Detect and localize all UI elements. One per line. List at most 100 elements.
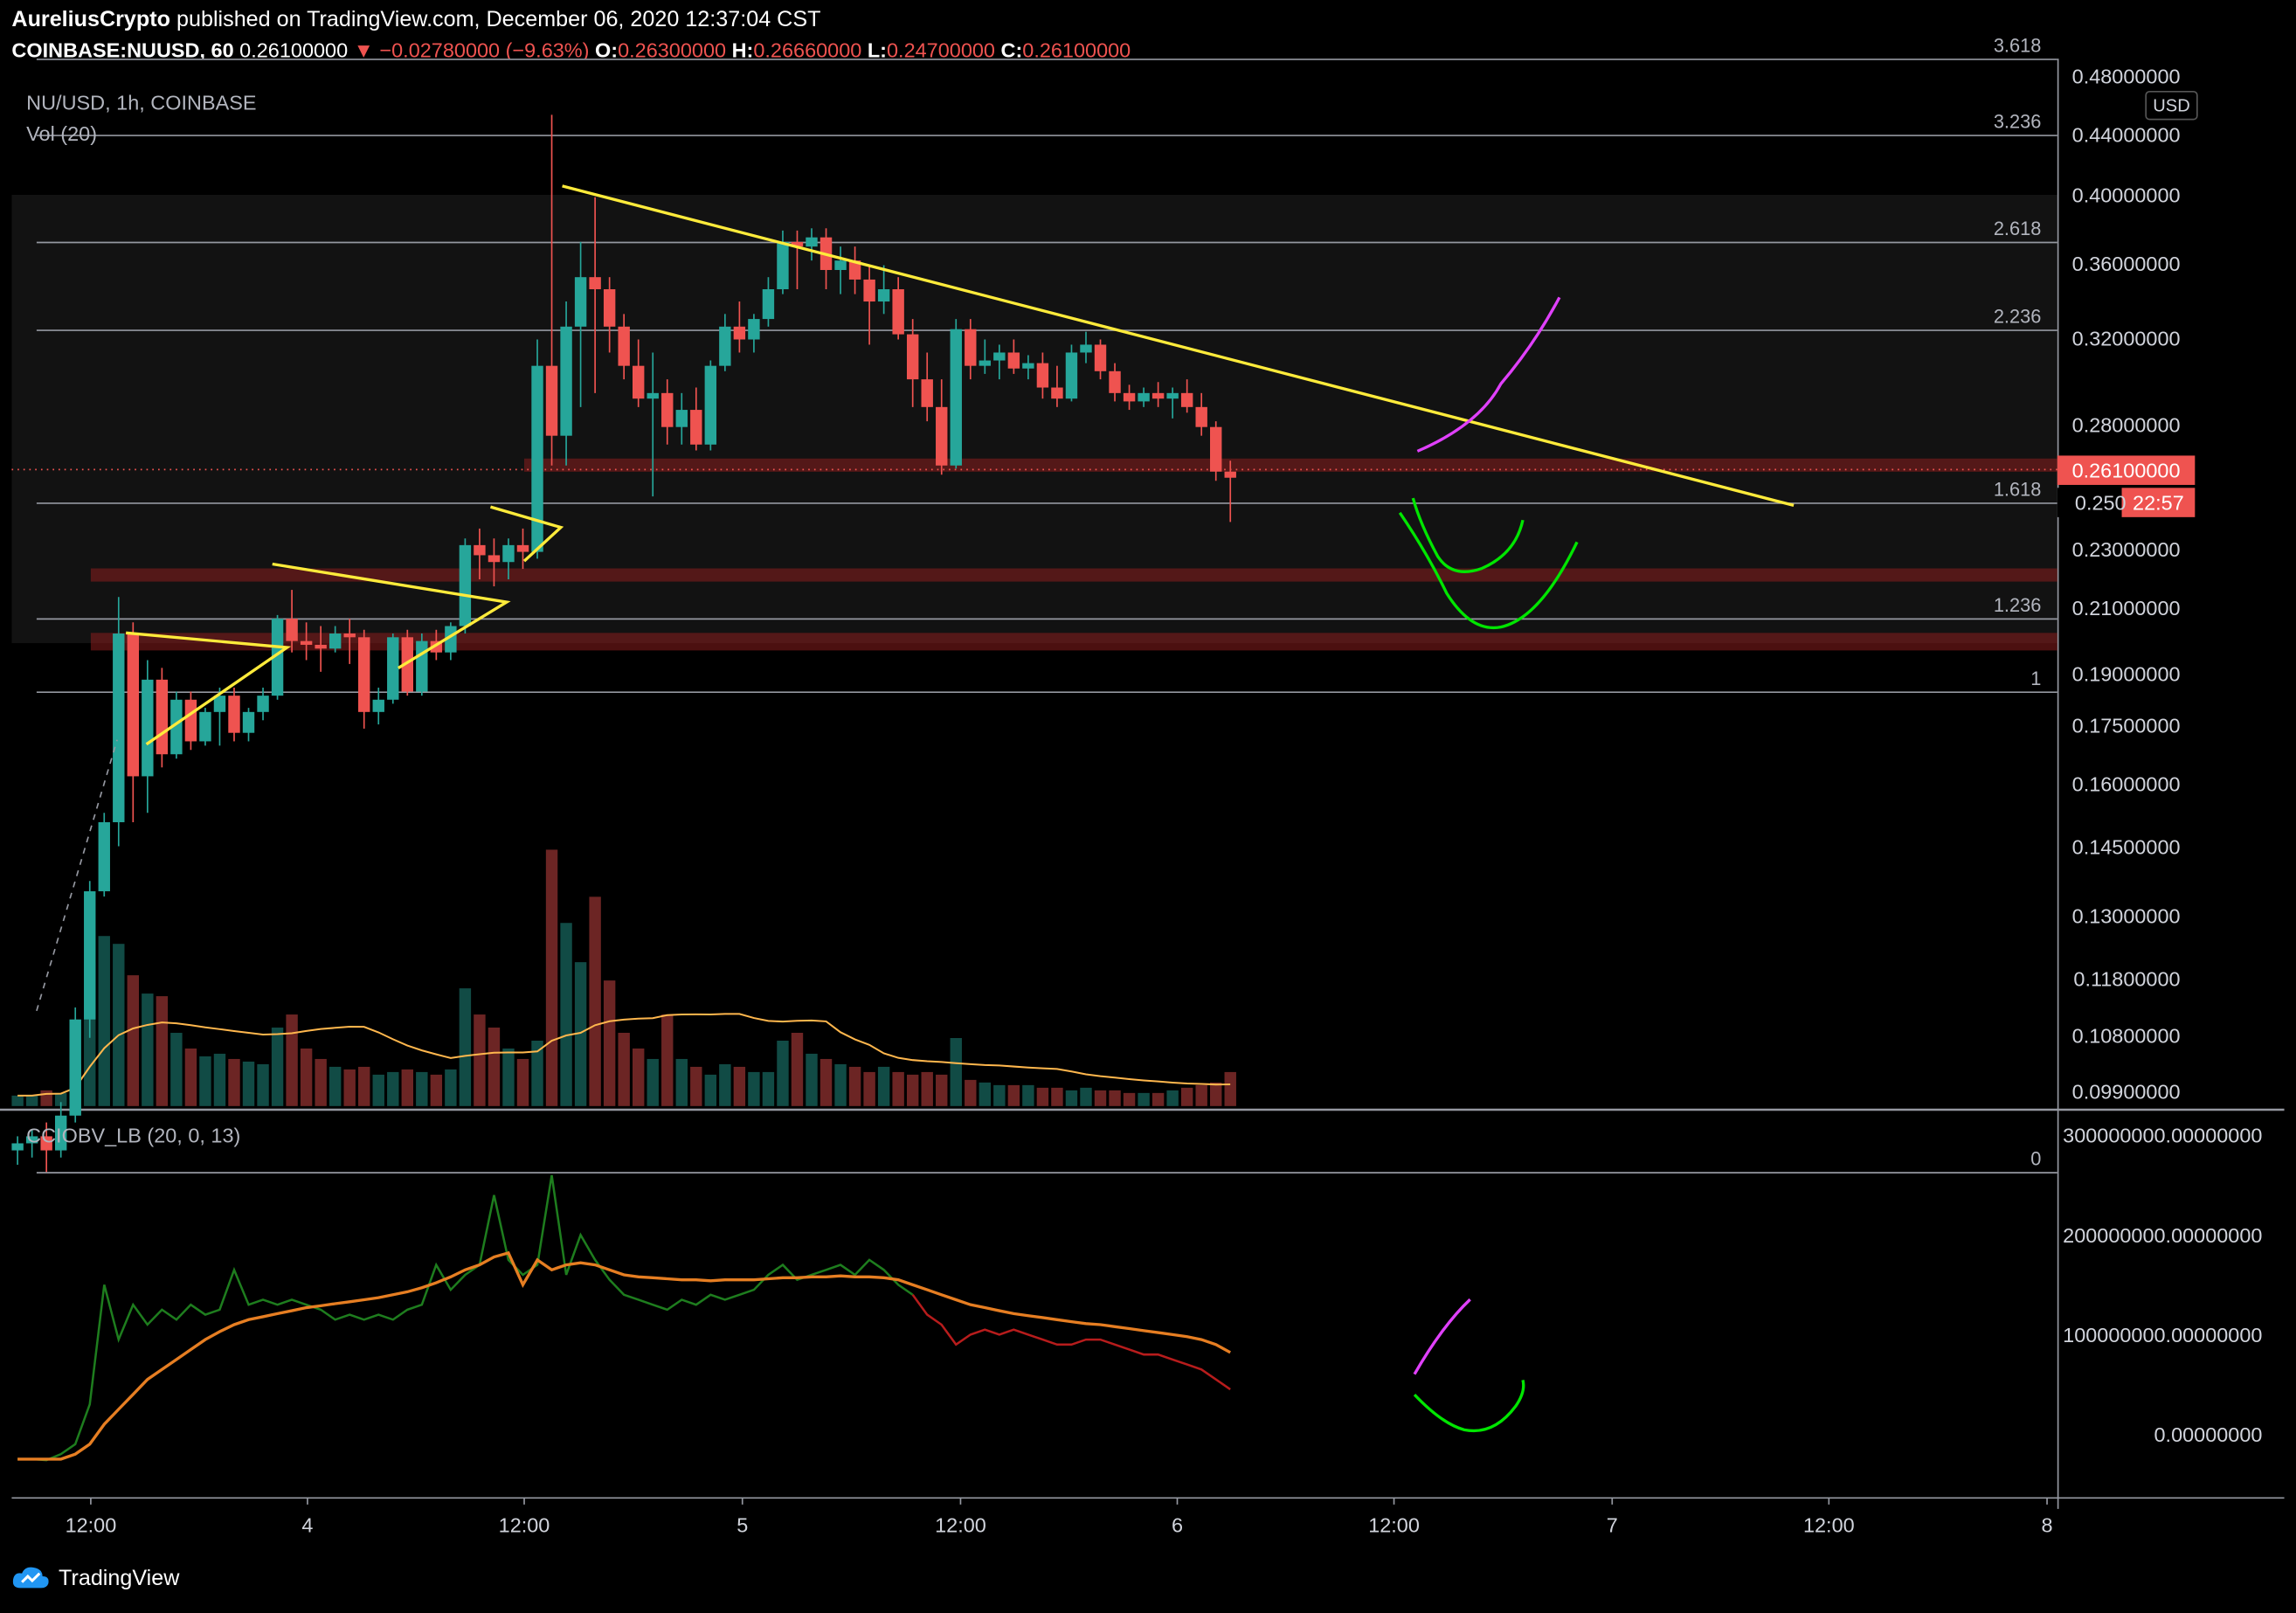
candle-body [213,696,226,712]
volume-bar [560,923,572,1106]
candle-body [286,619,298,641]
triangle-pattern-1 [125,631,292,746]
volume-bar [950,1037,962,1106]
volume-bar [979,1082,992,1106]
volume-bar [343,1069,356,1106]
candle-body [791,241,804,247]
volume-bar [762,1071,775,1106]
candle-body [98,821,110,892]
candle-body [170,699,183,755]
volume-bar [704,1074,717,1106]
fib-level-label: 1 [2030,668,2041,689]
candle-body [502,544,515,563]
volume-bar [40,1090,52,1106]
bullish-projection-sketch [1416,296,1561,453]
volume-bar [315,1058,327,1106]
volume-bar [286,1014,298,1106]
bounce-sketch-1 [1411,497,1525,573]
candle-body [950,329,962,466]
time-tick-label: 6 [1172,1514,1183,1537]
cci-signal-line [17,1250,1231,1461]
candle-body [1007,352,1020,369]
volume-bar [445,1069,457,1106]
volume-bar [892,1071,904,1106]
volume-bar [748,1071,760,1106]
last-price: 0.26100000 [239,38,349,62]
volume-bar [156,996,169,1106]
indicator-tick-label: 0.00000000 [2154,1423,2263,1446]
candle-body [54,1115,67,1151]
volume-bar [502,1048,515,1106]
volume-bar [1094,1090,1107,1106]
fib-level-label: 2.236 [1994,306,2042,328]
volume-bar [1210,1082,1222,1106]
tradingview-logo[interactable]: TradingView [11,1565,179,1591]
time-tick-label: 12:00 [935,1514,986,1537]
volume-bar [777,1040,789,1106]
volume-bar [1224,1071,1236,1106]
price-tick-label: 0.48000000 [2072,66,2181,88]
volume-bar [358,1066,370,1106]
volume-bar [1109,1090,1121,1106]
price-tick-label: 0.44000000 [2072,124,2181,147]
price-tick-label: 0.21000000 [2072,597,2181,620]
candle-body [762,289,775,320]
fib-level-label: 3.236 [1994,111,2042,133]
candle-body [242,711,255,733]
volume-bar [1080,1087,1092,1106]
open-value: 0.26300000 [618,38,727,62]
volume-bar [1022,1084,1034,1106]
candle-body [1065,352,1078,399]
fib-level-label: 1.236 [1994,594,2042,616]
candle-body [560,326,572,436]
price-tick-label: 0.36000000 [2072,253,2181,275]
volume-bar [1166,1090,1179,1106]
candle-body [690,410,702,445]
candle-body [113,633,125,822]
candle-body [848,260,861,280]
candle-body [603,289,616,327]
indicator-bullish-sketch [1413,1298,1471,1375]
volume-bar [574,962,587,1106]
candle-body [979,360,992,366]
time-tick-label: 12:00 [1368,1514,1420,1537]
volume-bar [300,1048,313,1106]
triangle-pattern-2 [272,562,511,669]
volume-bar [993,1084,1006,1106]
indicator-legend[interactable]: CCIOBV_LB (20, 0, 13) [26,1123,241,1147]
time-tick-label: 8 [2042,1514,2053,1537]
publish-info: AureliusCrypto published on TradingView.… [11,7,820,32]
volume-bar [690,1066,702,1106]
indicator-tick-label: 300000000.00000000 [2063,1125,2262,1147]
candle-body [906,334,919,380]
volume-bar [459,988,472,1106]
price-tick-label: 0.16000000 [2072,772,2181,795]
candle-body [806,237,818,247]
volume-bar [661,1014,674,1106]
close-value: 0.26100000 [1022,38,1131,62]
candle-body [892,289,904,335]
candle-body [271,619,284,696]
symbol[interactable]: COINBASE:NUUSD, 60 [11,38,234,62]
volume-bar [199,1056,211,1106]
volume-bar [474,1014,486,1106]
volume-bar [791,1033,804,1106]
candle-body [618,326,630,366]
volume-bar [488,1028,501,1106]
volume-bar [618,1033,630,1106]
volume-legend[interactable]: Vol (20) [26,121,98,145]
volume-bar [863,1071,875,1106]
candle-body [156,679,169,755]
dashed-guide [36,739,118,1012]
author[interactable]: AureliusCrypto [11,7,171,32]
main-legend[interactable]: NU/USD, 1h, COINBASE [26,90,257,114]
currency-button[interactable]: USD [2145,90,2198,121]
candle-body [877,289,890,302]
volume-bar [936,1074,948,1106]
candle-body [1210,426,1222,472]
candle-body [1224,471,1236,478]
volume-bar [675,1058,688,1106]
candle-body [184,699,197,742]
volume-bar [170,1033,183,1106]
